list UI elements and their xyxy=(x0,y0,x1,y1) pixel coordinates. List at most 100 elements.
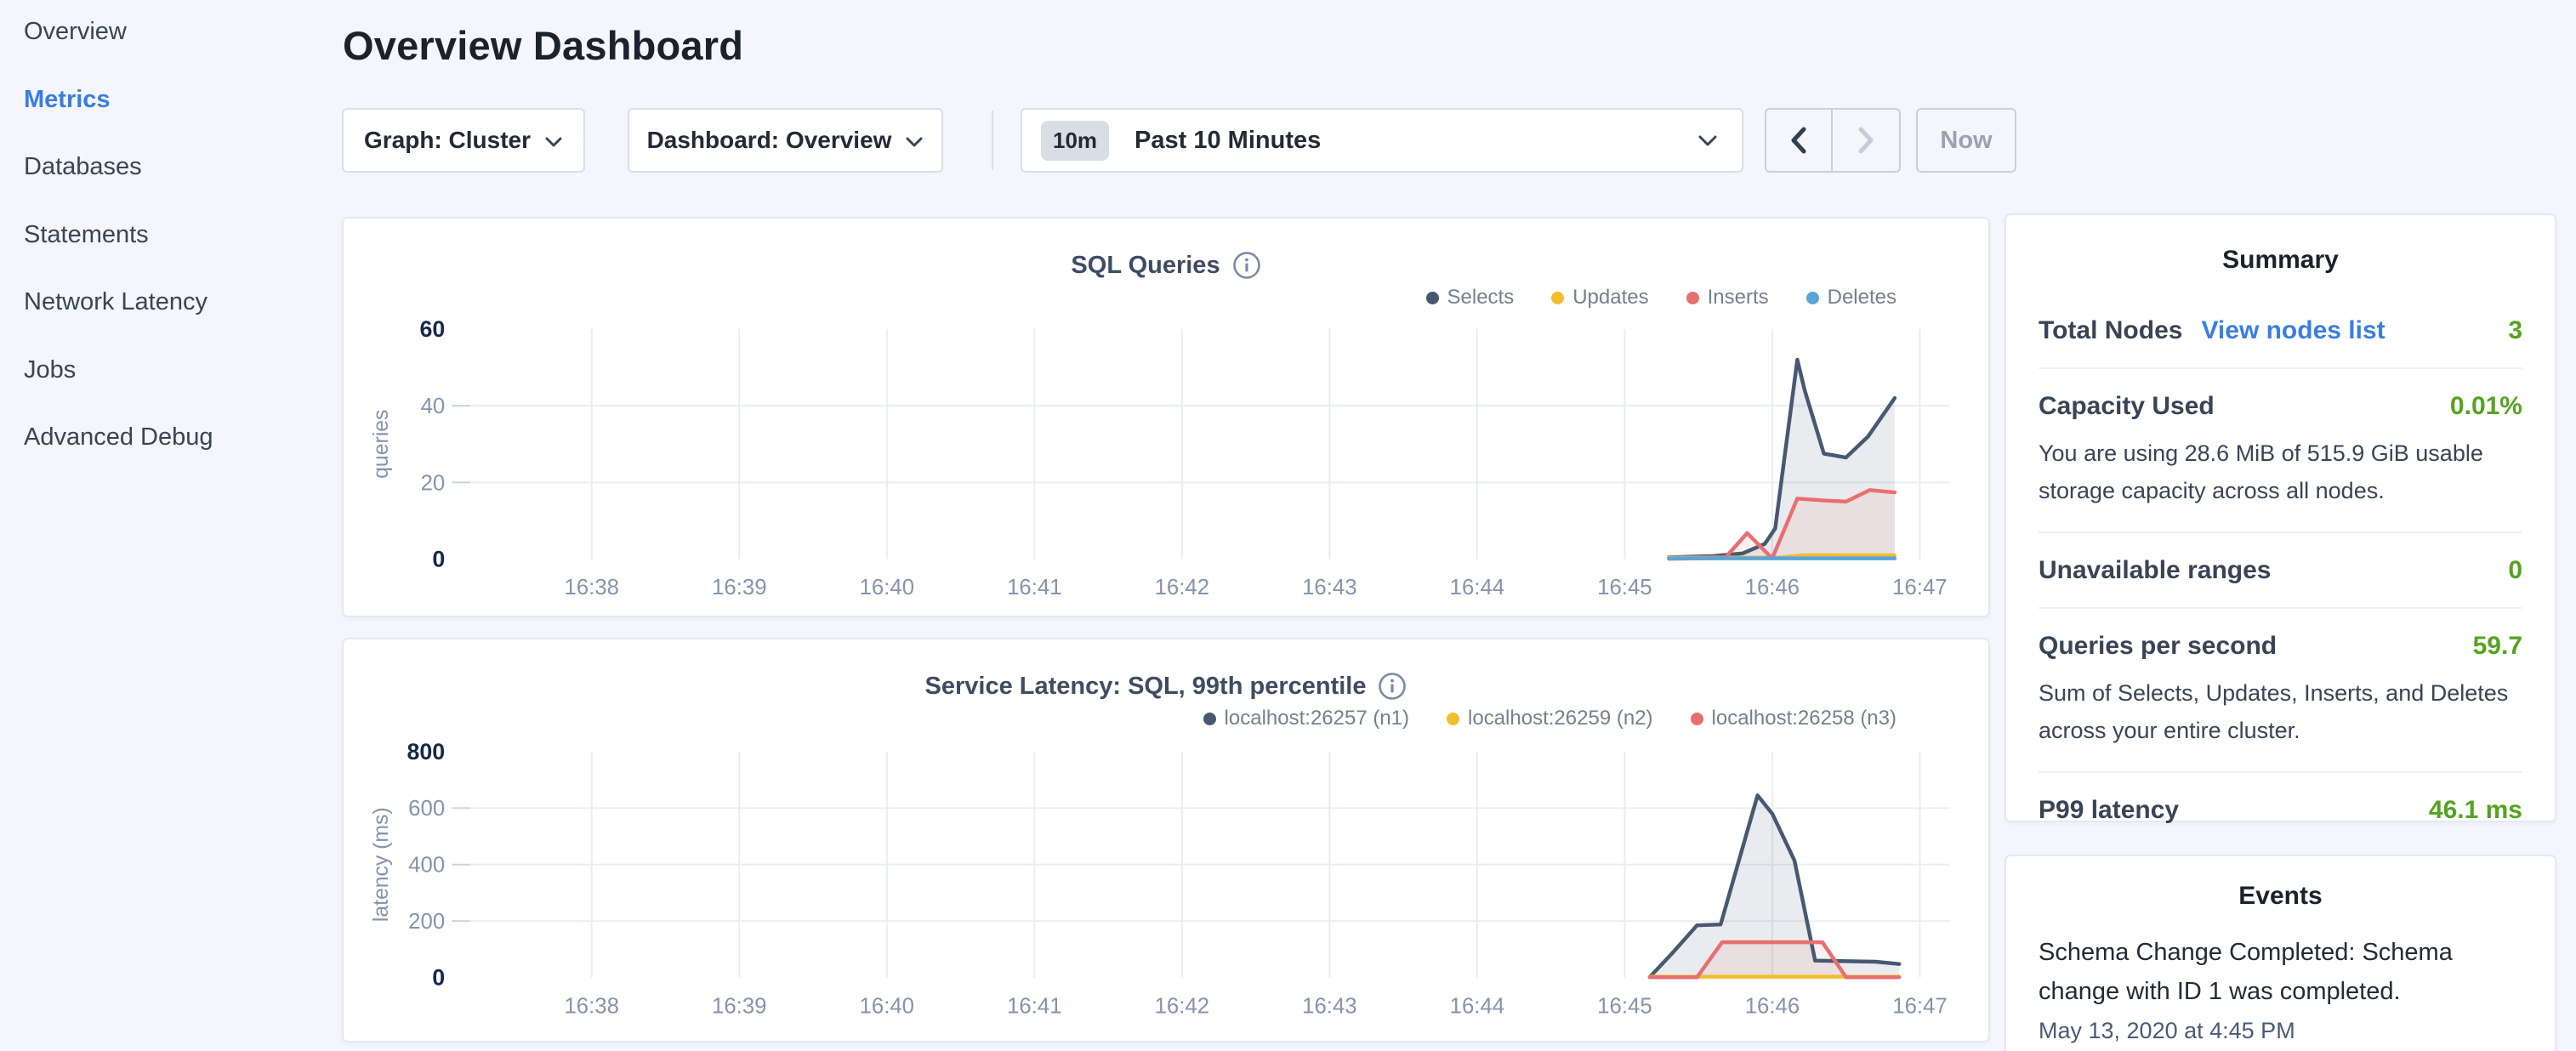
sidebar-item-jobs[interactable]: Jobs xyxy=(24,355,77,383)
svg-text:16:44: 16:44 xyxy=(1450,576,1504,599)
chart-title-text: SQL Queries xyxy=(1071,251,1220,279)
svg-text:16:43: 16:43 xyxy=(1302,576,1356,599)
summary-value: 0.01% xyxy=(2449,392,2522,420)
sidebar-item-overview[interactable]: Overview xyxy=(24,18,127,45)
summary-panel-title: Summary xyxy=(2222,246,2339,274)
svg-text:16:46: 16:46 xyxy=(1745,576,1800,599)
summary-value: 46.1 ms xyxy=(2428,796,2522,824)
chart-title-text: Service Latency: SQL, 99th percentile xyxy=(924,672,1367,700)
summary-row-total-nodes: Total Nodes View nodes list 3 xyxy=(2039,293,2522,369)
chevron-down-icon xyxy=(544,136,563,148)
chart-title-sql-queries: SQL Queries xyxy=(344,251,1988,280)
chart-legend: localhost:26257 (n1) localhost:26259 (n2)… xyxy=(1203,704,1896,733)
svg-text:16:44: 16:44 xyxy=(1450,994,1504,1018)
svg-text:16:41: 16:41 xyxy=(1007,576,1061,599)
svg-text:0: 0 xyxy=(432,965,445,991)
svg-text:16:40: 16:40 xyxy=(860,576,914,599)
legend-label: localhost:26257 (n1) xyxy=(1224,707,1410,730)
summary-panel: Summary Total Nodes View nodes list 3 Ca… xyxy=(2005,213,2556,824)
svg-text:16:38: 16:38 xyxy=(564,994,618,1018)
previous-time-window-button[interactable] xyxy=(1766,110,1833,171)
svg-text:16:38: 16:38 xyxy=(565,576,619,599)
svg-text:400: 400 xyxy=(408,854,445,878)
view-nodes-list-link[interactable]: View nodes list xyxy=(2201,316,2386,344)
info-icon[interactable] xyxy=(1232,251,1261,280)
events-panel-title: Events xyxy=(2238,882,2323,910)
time-range-label: Past 10 Minutes xyxy=(1134,126,1322,154)
service-latency-chart-card: Service Latency: SQL, 99th percentile lo… xyxy=(342,638,1990,1042)
event-timestamp: May 13, 2020 at 4:45 PM xyxy=(2039,1018,2295,1043)
svg-text:16:43: 16:43 xyxy=(1302,994,1356,1018)
legend-dot-icon xyxy=(1425,291,1439,304)
summary-label: P99 latency xyxy=(2039,796,2180,824)
summary-value: 3 xyxy=(2508,316,2522,344)
legend-item[interactable]: Deletes xyxy=(1805,286,1896,310)
service-latency-plot[interactable]: 16:38 16:39 16:40 16:41 16:42 16:43 16:44 16:45… xyxy=(344,639,1988,1041)
legend-label: localhost:26259 (n2) xyxy=(1468,707,1653,730)
graph-scope-dropdown[interactable]: Graph: Cluster xyxy=(342,108,585,173)
legend-item[interactable]: Inserts xyxy=(1686,286,1769,310)
svg-text:queries: queries xyxy=(370,410,393,479)
dashboard-dropdown[interactable]: Dashboard: Overview xyxy=(628,108,943,173)
sql-queries-plot[interactable]: 16:38 16:39 16:40 16:41 16:42 16:43 16:44 16:45… xyxy=(344,219,1988,616)
summary-description: You are using 28.6 MiB of 515.9 GiB usab… xyxy=(2039,440,2483,503)
now-button[interactable]: Now xyxy=(1916,108,2016,173)
legend-item[interactable]: Updates xyxy=(1551,286,1649,310)
chevron-right-icon xyxy=(1858,127,1874,154)
dashboard-dropdown-label: Dashboard: Overview xyxy=(646,127,892,153)
legend-dot-icon xyxy=(1686,291,1699,304)
legend-item[interactable]: localhost:26258 (n3) xyxy=(1690,707,1896,730)
event-list-item[interactable]: Schema Change Completed: Schema change w… xyxy=(2039,933,2522,1044)
time-window-pager xyxy=(1765,108,1901,173)
svg-text:16:39: 16:39 xyxy=(712,576,766,599)
time-range-selector[interactable]: 10m Past 10 Minutes xyxy=(1021,108,1743,173)
sidebar-item-network-latency[interactable]: Network Latency xyxy=(24,288,208,315)
summary-row-queries-per-second: Queries per second 59.7 Sum of Selects, … xyxy=(2039,609,2522,773)
svg-text:60: 60 xyxy=(419,316,445,342)
legend-dot-icon xyxy=(1551,291,1565,304)
svg-text:16:40: 16:40 xyxy=(860,994,914,1018)
svg-text:0: 0 xyxy=(432,546,445,571)
legend-label: Selects xyxy=(1447,286,1515,309)
svg-text:40: 40 xyxy=(421,395,446,418)
svg-text:16:47: 16:47 xyxy=(1892,576,1947,599)
summary-label: Total Nodes xyxy=(2039,316,2183,344)
sidebar-item-advanced-debug[interactable]: Advanced Debug xyxy=(24,423,213,451)
legend-item[interactable]: Selects xyxy=(1425,286,1515,310)
svg-text:600: 600 xyxy=(408,797,445,821)
legend-label: Inserts xyxy=(1707,286,1769,309)
legend-dot-icon xyxy=(1805,291,1819,304)
toolbar-divider xyxy=(992,111,993,170)
sidebar-item-databases[interactable]: Databases xyxy=(24,153,142,180)
graph-scope-dropdown-label: Graph: Cluster xyxy=(363,127,532,153)
legend-item[interactable]: localhost:26257 (n1) xyxy=(1203,707,1409,730)
legend-dot-icon xyxy=(1203,712,1216,725)
chevron-left-icon xyxy=(1791,127,1806,154)
svg-text:16:46: 16:46 xyxy=(1745,994,1800,1018)
next-time-window-button[interactable] xyxy=(1833,110,1899,171)
legend-item[interactable]: localhost:26259 (n2) xyxy=(1447,707,1653,730)
chevron-down-icon xyxy=(905,136,924,148)
sidebar-item-statements[interactable]: Statements xyxy=(24,220,149,248)
svg-text:16:45: 16:45 xyxy=(1597,994,1652,1018)
summary-label: Unavailable ranges xyxy=(2039,556,2272,584)
summary-description: Sum of Selects, Updates, Inserts, and De… xyxy=(2039,680,2509,743)
svg-text:16:41: 16:41 xyxy=(1007,994,1061,1018)
svg-text:latency (ms): latency (ms) xyxy=(370,807,393,922)
summary-label: Queries per second xyxy=(2039,632,2277,660)
legend-label: Deletes xyxy=(1827,286,1896,309)
legend-label: Updates xyxy=(1572,286,1649,309)
summary-row-unavailable-ranges: Unavailable ranges 0 xyxy=(2039,533,2522,609)
svg-text:16:39: 16:39 xyxy=(712,994,766,1018)
info-icon[interactable] xyxy=(1378,672,1407,701)
svg-text:16:45: 16:45 xyxy=(1597,576,1652,599)
summary-row-p99-latency: P99 latency 46.1 ms xyxy=(2039,773,2522,847)
svg-text:200: 200 xyxy=(408,910,445,934)
time-range-badge: 10m xyxy=(1041,120,1110,161)
sidebar-item-metrics[interactable]: Metrics xyxy=(24,85,111,113)
summary-value: 0 xyxy=(2508,556,2522,584)
page-title: Overview Dashboard xyxy=(343,23,744,68)
legend-dot-icon xyxy=(1690,712,1703,725)
summary-row-capacity-used: Capacity Used 0.01% You are using 28.6 M… xyxy=(2039,369,2522,533)
summary-value: 59.7 xyxy=(2472,632,2522,660)
